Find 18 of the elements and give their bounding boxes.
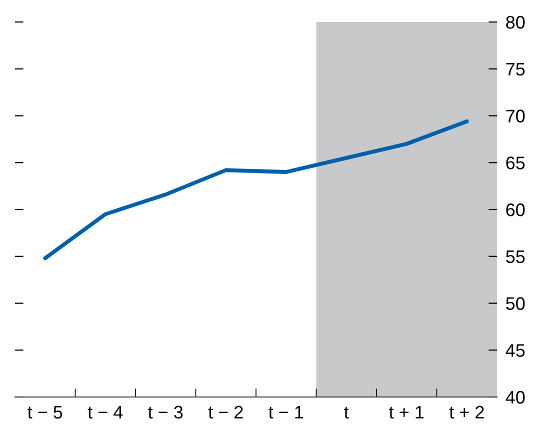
- y-tick-label: 60: [506, 203, 525, 216]
- y-tick-label: 50: [506, 297, 525, 310]
- y-tick-label: 55: [506, 250, 525, 264]
- y-tick-label: 75: [506, 62, 525, 76]
- y-tick-label: 70: [506, 110, 525, 122]
- y-tick-label: 45: [506, 344, 525, 357]
- x-tick-label: t − 4: [88, 406, 123, 419]
- x-tick-label: t − 1: [268, 406, 304, 419]
- x-tick-label: t + 2: [449, 406, 484, 419]
- x-tick-label: t − 3: [148, 406, 183, 419]
- y-tick-label: 65: [506, 156, 525, 170]
- x-tick-label: t − 5: [28, 406, 62, 419]
- y-tick-label: 40: [506, 390, 525, 404]
- line-series: [43, 119, 469, 260]
- y-tick-label: 80: [506, 16, 525, 29]
- x-tick-label: t + 1: [389, 406, 424, 419]
- x-tick-label: t − 2: [208, 406, 243, 419]
- x-tick-label: t: [344, 406, 349, 419]
